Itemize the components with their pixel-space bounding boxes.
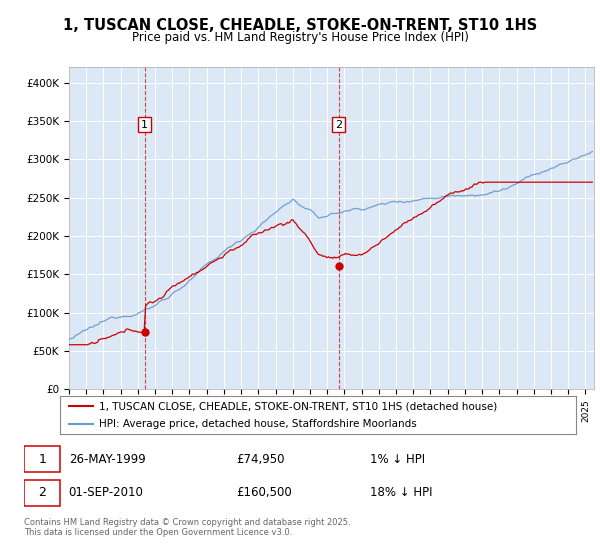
Text: 1: 1 [141, 120, 148, 130]
Text: 1% ↓ HPI: 1% ↓ HPI [370, 452, 425, 466]
Text: £74,950: £74,950 [236, 452, 284, 466]
Text: Contains HM Land Registry data © Crown copyright and database right 2025.
This d: Contains HM Land Registry data © Crown c… [24, 518, 350, 538]
Text: 2: 2 [38, 486, 46, 500]
FancyBboxPatch shape [24, 479, 60, 506]
Text: 2: 2 [335, 120, 342, 130]
Text: 1, TUSCAN CLOSE, CHEADLE, STOKE-ON-TRENT, ST10 1HS: 1, TUSCAN CLOSE, CHEADLE, STOKE-ON-TRENT… [63, 18, 537, 33]
Text: 1, TUSCAN CLOSE, CHEADLE, STOKE-ON-TRENT, ST10 1HS (detached house): 1, TUSCAN CLOSE, CHEADLE, STOKE-ON-TRENT… [98, 401, 497, 411]
Text: £160,500: £160,500 [236, 486, 292, 500]
Text: 1: 1 [38, 452, 46, 466]
Text: HPI: Average price, detached house, Staffordshire Moorlands: HPI: Average price, detached house, Staf… [98, 419, 416, 429]
Text: Price paid vs. HM Land Registry's House Price Index (HPI): Price paid vs. HM Land Registry's House … [131, 31, 469, 44]
Text: 18% ↓ HPI: 18% ↓ HPI [370, 486, 433, 500]
Text: 01-SEP-2010: 01-SEP-2010 [68, 486, 143, 500]
FancyBboxPatch shape [24, 446, 60, 473]
Text: 26-MAY-1999: 26-MAY-1999 [68, 452, 145, 466]
